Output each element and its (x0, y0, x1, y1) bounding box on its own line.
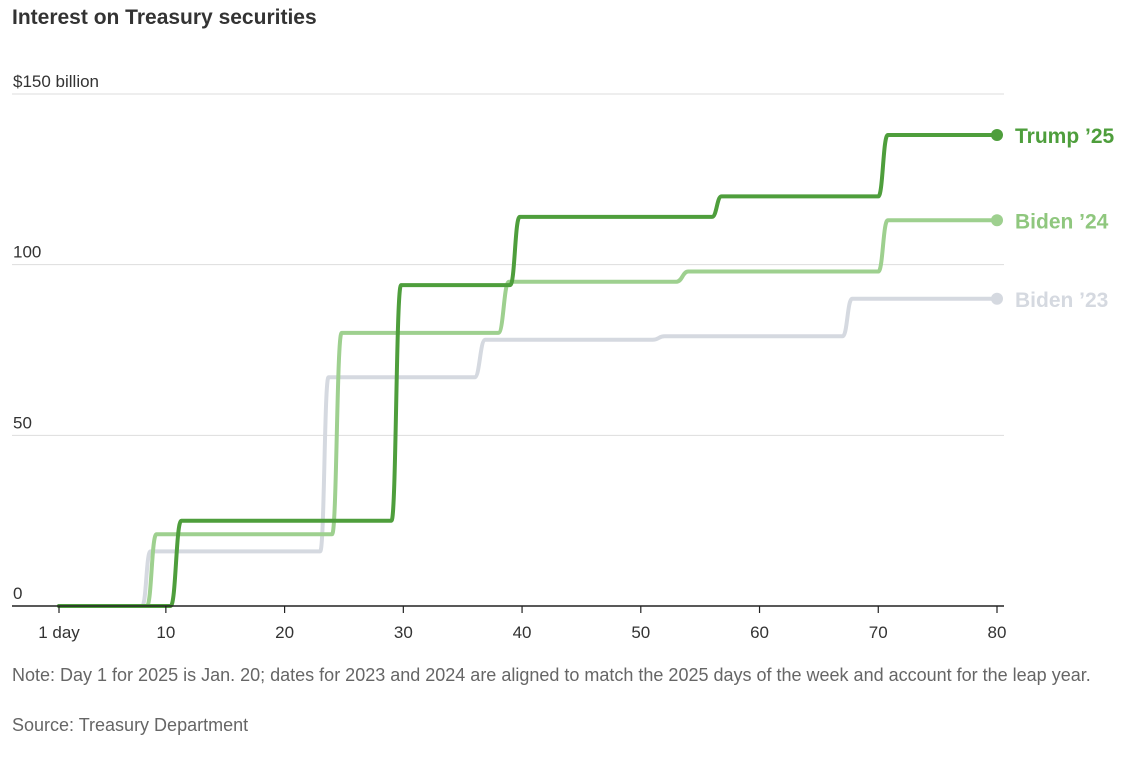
line-chart: $150 billion 100 50 0 1 day 10 20 30 40 50 60 70 80… (12, 72, 1115, 642)
x-tick-label: 30 (394, 623, 413, 642)
x-tick-label: 20 (275, 623, 294, 642)
series-end-dot (991, 214, 1003, 227)
y-tick-label: 0 (13, 584, 22, 603)
gridlines (12, 93, 1004, 436)
series-line (57, 218, 999, 608)
series-lines (57, 133, 999, 608)
chart-title: Interest on Treasury securities (12, 6, 317, 29)
x-tick-label: 1 day (38, 623, 80, 642)
x-tick-label: 10 (156, 623, 175, 642)
x-axis-ticks: 1 day 10 20 30 40 50 60 70 80 (38, 606, 1006, 642)
series-line (57, 296, 999, 608)
y-tick-label: $150 billion (13, 72, 99, 91)
series-line (57, 133, 999, 608)
series-labels: Biden ’23 Biden ’24 Trump ’25 (991, 125, 1115, 312)
series-end-dot (991, 128, 1003, 141)
series-end-dot (991, 292, 1003, 305)
x-tick-label: 50 (631, 623, 650, 642)
y-tick-label: 100 (13, 243, 41, 262)
chart-note: Note: Day 1 for 2025 is Jan. 20; dates f… (12, 665, 1091, 685)
x-tick-label: 80 (988, 623, 1007, 642)
y-axis-ticks: $150 billion 100 50 0 (13, 72, 99, 603)
x-tick-label: 60 (750, 623, 769, 642)
y-tick-label: 50 (13, 413, 32, 432)
chart-source: Source: Treasury Department (12, 715, 249, 735)
series-label: Biden ’24 (1015, 210, 1109, 233)
x-tick-label: 70 (869, 623, 888, 642)
x-tick-label: 40 (513, 623, 532, 642)
series-label: Biden ’23 (1015, 289, 1108, 312)
series-label: Trump ’25 (1015, 125, 1115, 148)
